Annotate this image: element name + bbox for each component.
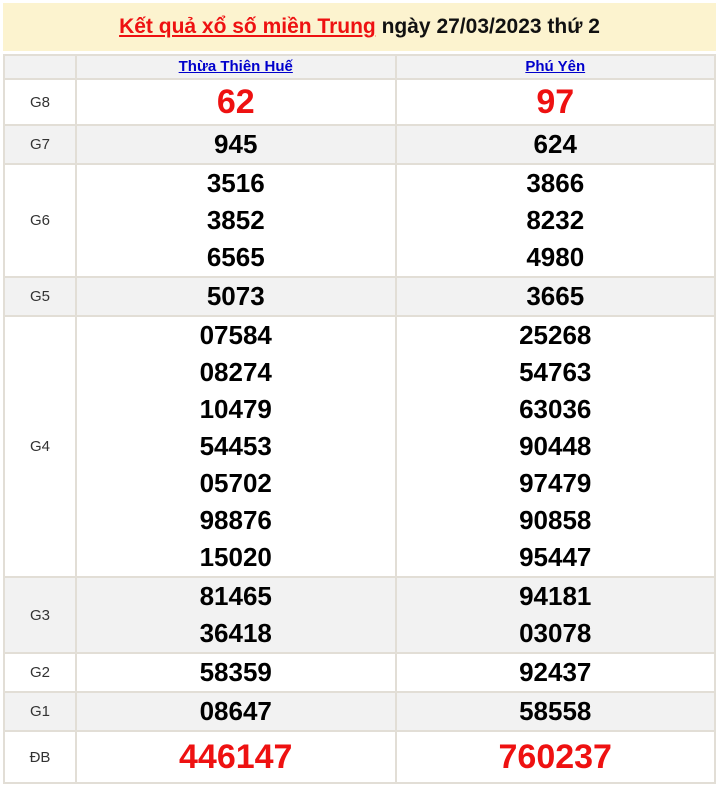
numbers-phuyen-cell: 624	[394, 124, 716, 165]
lottery-number: 63036	[519, 394, 592, 424]
lottery-number: 6565	[206, 242, 265, 272]
numbers-hue-cell: 81465 36418	[75, 576, 397, 654]
table-row: G7 945 624	[3, 124, 716, 165]
province-header-phuyen: Phú Yên	[394, 54, 716, 80]
lottery-number: 05702	[199, 468, 272, 498]
numbers-hue-cell: 446147	[75, 730, 397, 784]
table-row: G4 07584 08274 10479 54453 05702 98876 15020 252…	[3, 315, 716, 578]
table-row: G5 5073 3665	[3, 276, 716, 317]
prize-label: G7	[3, 124, 77, 165]
lottery-number: 10479	[199, 394, 272, 424]
numbers-phuyen-cell: 97	[394, 78, 716, 126]
numbers-phuyen-cell: 94181 03078	[394, 576, 716, 654]
lottery-number: 58359	[199, 657, 272, 687]
numbers-phuyen-cell: 58558	[394, 691, 716, 732]
lottery-number: 36418	[199, 618, 272, 648]
numbers-hue-cell: 58359	[75, 652, 397, 693]
prize-label: G4	[3, 315, 77, 578]
lottery-number: 624	[533, 129, 577, 159]
province-header-hue: Thừa Thiên Huế	[75, 54, 397, 80]
lottery-number: 58558	[519, 696, 592, 726]
lottery-number: 760237	[498, 738, 612, 776]
prize-label: G8	[3, 78, 77, 126]
lottery-number: 97479	[519, 468, 592, 498]
table-row: G1 08647 58558	[3, 691, 716, 732]
lottery-number: 81465	[199, 581, 272, 611]
lottery-number: 3852	[206, 205, 265, 235]
lottery-number: 25268	[519, 320, 592, 350]
numbers-phuyen-cell: 760237	[394, 730, 716, 784]
numbers-hue-cell: 3516 3852 6565	[75, 163, 397, 278]
prize-label: G2	[3, 652, 77, 693]
page-title: Kết quả xổ số miền Trung ngày 27/03/2023…	[3, 3, 716, 51]
numbers-phuyen-cell: 25268 54763 63036 90448 97479 90858 95447	[394, 315, 716, 578]
lottery-number: 03078	[519, 618, 592, 648]
lottery-number: 15020	[199, 542, 272, 572]
numbers-hue-cell: 08647	[75, 691, 397, 732]
table-row: ĐB 446147 760237	[3, 730, 716, 784]
numbers-hue-cell: 62	[75, 78, 397, 126]
table-row: G8 62 97	[3, 78, 716, 126]
lottery-number: 95447	[519, 542, 592, 572]
lottery-number: 8232	[526, 205, 585, 235]
lottery-number: 54453	[199, 431, 272, 461]
province-link-phuyen[interactable]: Phú Yên	[525, 58, 586, 75]
lottery-number: 97	[536, 83, 575, 121]
prize-label: G3	[3, 576, 77, 654]
results-table: Thừa Thiên Huế Phú Yên G8 62 97 G7 945 624 G6 3…	[3, 54, 716, 784]
results-body: G8 62 97 G7 945 624 G6 3516 3852 6565 3866 8232 4980…	[3, 78, 716, 784]
region-title-link[interactable]: Kết quả xổ số miền Trung	[119, 15, 376, 38]
lottery-number: 90858	[519, 505, 592, 535]
numbers-hue-cell: 07584 08274 10479 54453 05702 98876 15020	[75, 315, 397, 578]
draw-date-text: ngày 27/03/2023 thứ 2	[375, 15, 600, 38]
prize-label: G6	[3, 163, 77, 278]
province-link-hue[interactable]: Thừa Thiên Huế	[178, 58, 293, 75]
lottery-number: 94181	[519, 581, 592, 611]
lottery-results-page: Kết quả xổ số miền Trung ngày 27/03/2023…	[3, 3, 716, 784]
table-row: G2 58359 92437	[3, 652, 716, 693]
prize-label: G5	[3, 276, 77, 317]
lottery-number: 08274	[199, 357, 272, 387]
lottery-number: 98876	[199, 505, 272, 535]
lottery-number: 90448	[519, 431, 592, 461]
numbers-hue-cell: 5073	[75, 276, 397, 317]
lottery-number: 5073	[206, 281, 265, 311]
numbers-phuyen-cell: 3866 8232 4980	[394, 163, 716, 278]
lottery-number: 3866	[526, 168, 585, 198]
numbers-hue-cell: 945	[75, 124, 397, 165]
lottery-number: 07584	[199, 320, 272, 350]
table-row: G6 3516 3852 6565 3866 8232 4980	[3, 163, 716, 278]
lottery-number: 92437	[519, 657, 592, 687]
numbers-phuyen-cell: 3665	[394, 276, 716, 317]
prize-label: ĐB	[3, 730, 77, 784]
prize-label: G1	[3, 691, 77, 732]
lottery-number: 3516	[206, 168, 265, 198]
lottery-number: 54763	[519, 357, 592, 387]
lottery-number: 446147	[179, 738, 293, 776]
lottery-number: 945	[214, 129, 258, 159]
table-row: G3 81465 36418 94181 03078	[3, 576, 716, 654]
lottery-number: 3665	[526, 281, 585, 311]
lottery-number: 4980	[526, 242, 585, 272]
numbers-phuyen-cell: 92437	[394, 652, 716, 693]
lottery-number: 62	[216, 83, 255, 121]
corner-cell	[3, 54, 77, 80]
column-header-row: Thừa Thiên Huế Phú Yên	[3, 54, 716, 80]
lottery-number: 08647	[199, 696, 272, 726]
